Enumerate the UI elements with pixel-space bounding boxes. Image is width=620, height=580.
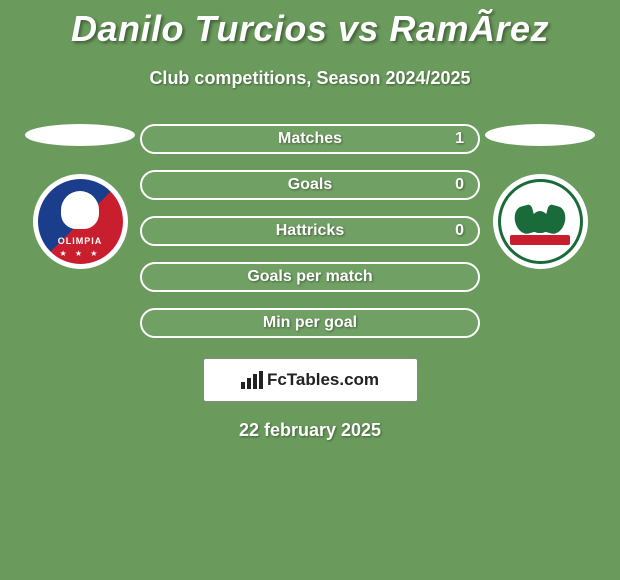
chart-icon bbox=[241, 371, 263, 389]
marathon-banner bbox=[510, 235, 570, 245]
marathon-badge-inner bbox=[498, 179, 583, 264]
brand-link[interactable]: FcTables.com bbox=[203, 358, 418, 402]
stat-label: Goals per match bbox=[247, 268, 372, 286]
eagle-icon bbox=[515, 204, 565, 239]
stat-row-goals-per-match: Goals per match bbox=[140, 262, 480, 292]
stat-row-goals: Goals 0 bbox=[140, 170, 480, 200]
stat-label: Hattricks bbox=[276, 222, 344, 240]
right-player-column bbox=[480, 124, 600, 269]
stat-row-matches: Matches 1 bbox=[140, 124, 480, 154]
player-photo-placeholder-right bbox=[485, 124, 595, 146]
stat-value-right: 0 bbox=[455, 176, 464, 194]
stat-value-right: 1 bbox=[455, 130, 464, 148]
olimpia-badge-inner: OLIMPIA ★ ★ ★ bbox=[38, 179, 123, 264]
page-title: Danilo Turcios vs RamÃ­rez bbox=[0, 0, 620, 50]
player-photo-placeholder-left bbox=[25, 124, 135, 146]
stat-label: Goals bbox=[288, 176, 332, 194]
stat-value-right: 0 bbox=[455, 222, 464, 240]
comparison-panel: OLIMPIA ★ ★ ★ Matches 1 Goals 0 Hattrick… bbox=[0, 124, 620, 338]
stars-icon: ★ ★ ★ bbox=[60, 249, 101, 258]
stat-row-hattricks: Hattricks 0 bbox=[140, 216, 480, 246]
subtitle: Club competitions, Season 2024/2025 bbox=[0, 68, 620, 89]
stat-label: Min per goal bbox=[263, 314, 357, 332]
olimpia-label: OLIMPIA bbox=[58, 236, 103, 246]
lion-icon bbox=[61, 191, 99, 229]
club-badge-olimpia[interactable]: OLIMPIA ★ ★ ★ bbox=[33, 174, 128, 269]
brand-label: FcTables.com bbox=[267, 370, 379, 390]
stat-label: Matches bbox=[278, 130, 342, 148]
club-badge-marathon[interactable] bbox=[493, 174, 588, 269]
stat-row-min-per-goal: Min per goal bbox=[140, 308, 480, 338]
stats-list: Matches 1 Goals 0 Hattricks 0 Goals per … bbox=[140, 124, 480, 338]
left-player-column: OLIMPIA ★ ★ ★ bbox=[20, 124, 140, 269]
date-label: 22 february 2025 bbox=[0, 420, 620, 441]
